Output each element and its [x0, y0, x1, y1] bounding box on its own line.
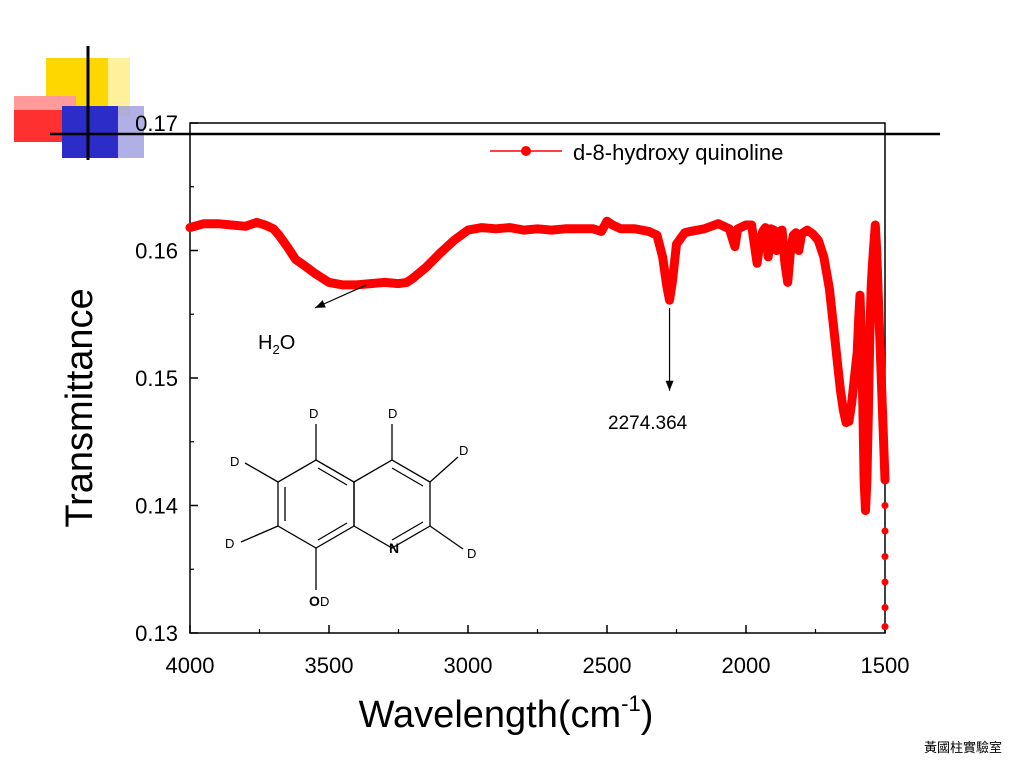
atom-label-d4: D [388, 406, 397, 421]
axis-ticks [189, 122, 886, 634]
y-tick-label: 0.15 [135, 366, 178, 391]
y-tick-labels: 0.13 0.14 0.15 0.16 0.17 [135, 111, 178, 646]
legend: d-8-hydroxy quinoline [490, 140, 783, 165]
series-tail-marker [881, 578, 889, 586]
structure-double-bond [317, 522, 348, 541]
structure-bond-d2 [429, 525, 464, 550]
decoration-blue-square-fade [118, 106, 144, 158]
y-tick-label: 0.13 [135, 621, 178, 646]
x-tick-label: 2000 [722, 653, 771, 678]
x-tick-label: 1500 [861, 653, 910, 678]
series-line-d8-hydroxy-quinoline [185, 216, 890, 516]
x-tick-label: 2500 [583, 653, 632, 678]
series-tail-marker [881, 604, 889, 611]
structure-right-ring [353, 459, 431, 549]
annotation-water-arrowhead [315, 300, 326, 308]
atom-label-d3: D [459, 443, 468, 458]
annotation-water: H2O [258, 284, 367, 357]
decoration-yellow-square-fade [108, 58, 130, 116]
atom-label-d7: D [225, 536, 234, 551]
decoration-blue-square [62, 106, 118, 158]
corner-squares-decoration [14, 46, 940, 160]
series-tail-marker [881, 623, 889, 631]
legend-marker [521, 146, 531, 156]
annotation-peak-label: 2274.364 [608, 413, 688, 434]
annotation-peak-arrowhead [665, 380, 674, 391]
decoration-red-square-fade [14, 96, 76, 110]
annotation-water-label: H2O [258, 332, 295, 357]
structure-double-bond [391, 467, 424, 487]
x-tick-label: 4000 [166, 653, 215, 678]
series-tail-markers [881, 502, 889, 631]
structure-atom-labels: D D D D D D N O D [225, 406, 476, 609]
x-tick-label: 3500 [305, 653, 354, 678]
structure-bond-d6 [244, 462, 279, 483]
y-tick-label: 0.17 [135, 111, 178, 136]
legend-label: d-8-hydroxy quinoline [573, 140, 783, 165]
structure-left-ring [277, 459, 355, 549]
series-tail-marker [881, 527, 889, 535]
series-tail-marker [881, 553, 889, 560]
x-tick-labels: 4000 3500 3000 2500 2000 1500 [166, 653, 910, 678]
y-tick-label: 0.16 [135, 239, 178, 264]
atom-label-od: D [320, 594, 329, 609]
y-axis-title: Transmittance [59, 288, 101, 527]
atom-label-nitrogen: N [389, 540, 399, 556]
plot-frame [189, 122, 886, 634]
x-tick-label: 3000 [444, 653, 493, 678]
atom-label-d2: D [467, 546, 476, 561]
atom-label-oxygen: O [309, 593, 320, 609]
structure-double-bond [317, 467, 348, 486]
series-tail-marker [881, 502, 889, 509]
atom-label-d5: D [309, 406, 318, 421]
x-axis-title: Wavelength(cm-1) [359, 691, 654, 736]
d-8-hydroxyquinoline-structure [240, 424, 464, 590]
atom-label-d6: D [230, 454, 239, 469]
footer-lab-name: 黃國柱實驗室 [923, 741, 1002, 756]
annotation-peak: 2274.364 [608, 307, 688, 434]
structure-bond-d7 [240, 525, 279, 543]
structure-bond-d3 [429, 456, 459, 483]
y-tick-label: 0.14 [135, 494, 178, 519]
structure-double-bond [391, 521, 424, 541]
